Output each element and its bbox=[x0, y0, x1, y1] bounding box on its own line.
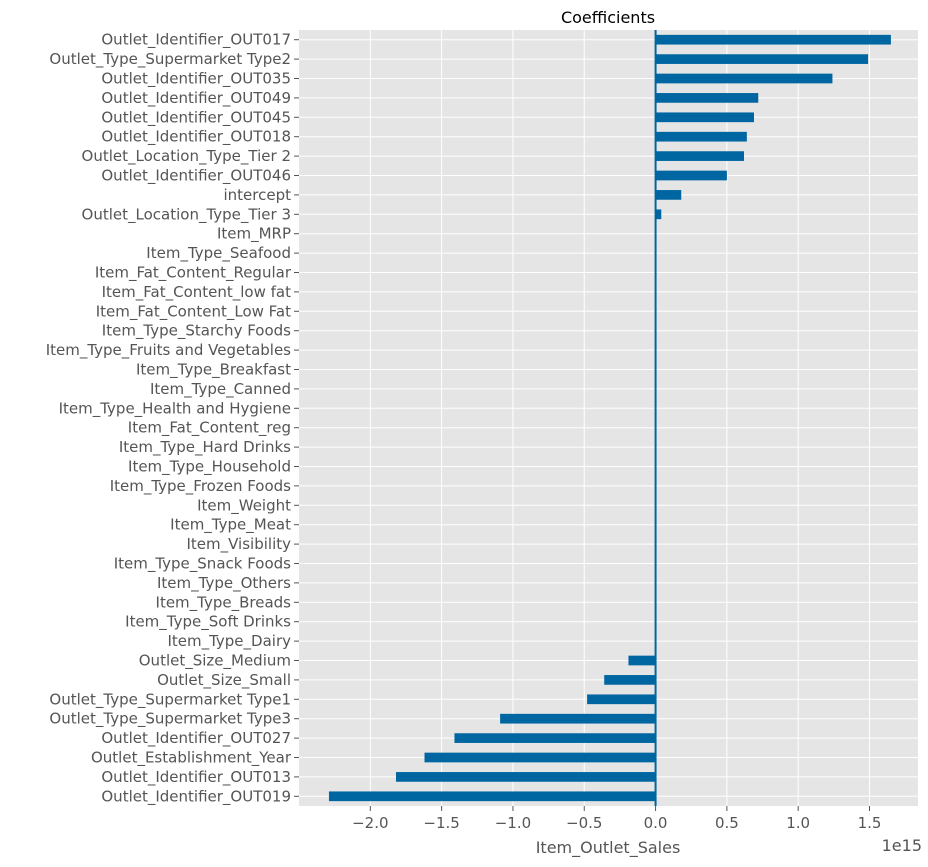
bar bbox=[655, 190, 682, 200]
x-tick-label: 0.5 bbox=[715, 814, 739, 832]
y-tick-label: Item_Type_Soft Drinks bbox=[125, 613, 291, 632]
y-tick-label: Item_MRP bbox=[217, 225, 291, 244]
y-tick-label: Item_Type_Seafood bbox=[146, 244, 291, 263]
y-tick-label: Outlet_Identifier_OUT013 bbox=[101, 768, 291, 787]
y-tick-label: intercept bbox=[224, 186, 292, 204]
y-tick-label: Item_Type_Dairy bbox=[167, 632, 291, 651]
y-tick-label: Outlet_Identifier_OUT049 bbox=[101, 89, 291, 108]
y-tick-label: Outlet_Identifier_OUT027 bbox=[101, 729, 291, 748]
bar bbox=[655, 151, 744, 161]
y-tick-label: Outlet_Identifier_OUT045 bbox=[101, 108, 291, 127]
y-tick-label: Outlet_Location_Type_Tier 2 bbox=[82, 147, 291, 166]
y-tick-label: Outlet_Type_Supermarket Type2 bbox=[49, 50, 291, 69]
bar bbox=[604, 675, 656, 685]
y-tick-label: Item_Fat_Content_low fat bbox=[102, 283, 291, 302]
y-tick-label: Item_Weight bbox=[197, 496, 291, 515]
x-tick-label: −1.0 bbox=[495, 814, 531, 832]
x-tick-label: −2.0 bbox=[352, 814, 388, 832]
bar bbox=[655, 112, 754, 123]
y-tick-label: Item_Visibility bbox=[186, 535, 291, 554]
y-tick-label: Item_Fat_Content_Low Fat bbox=[96, 302, 291, 321]
x-tick-label: 1.5 bbox=[858, 814, 882, 832]
y-tick-label: Item_Type_Others bbox=[157, 574, 291, 593]
y-tick-label: Outlet_Identifier_OUT035 bbox=[101, 70, 291, 89]
y-tick-label: Item_Fat_Content_Regular bbox=[95, 264, 292, 283]
y-tick-label: Item_Type_Fruits and Vegetables bbox=[46, 341, 291, 360]
bar bbox=[655, 73, 833, 84]
bar bbox=[628, 655, 656, 666]
x-tick-labels: −2.0 −1.5 −1.0 −0.5 0.0 0.5 1.0 1.5 bbox=[352, 806, 881, 832]
y-tick-label: Outlet_Identifier_OUT018 bbox=[101, 128, 291, 147]
bar bbox=[424, 752, 656, 763]
y-tick-label: Outlet_Location_Type_Tier 3 bbox=[82, 205, 291, 224]
y-tick-label: Item_Type_Frozen Foods bbox=[110, 477, 291, 496]
y-tick-label: Outlet_Identifier_OUT017 bbox=[101, 31, 291, 50]
bar bbox=[655, 34, 891, 45]
x-tick-label: 1.0 bbox=[786, 814, 810, 832]
x-offset-label: 1e15 bbox=[882, 836, 922, 855]
y-tick-label: Item_Type_Household bbox=[128, 458, 291, 477]
y-tick-label: Item_Fat_Content_reg bbox=[128, 419, 291, 438]
y-tick-label: Outlet_Type_Supermarket Type1 bbox=[49, 690, 291, 709]
y-tick-label: Item_Type_Starchy Foods bbox=[102, 322, 291, 341]
y-tick-label: Item_Type_Hard Drinks bbox=[119, 438, 291, 457]
y-tick-label: Item_Type_Meat bbox=[170, 516, 291, 535]
bar bbox=[500, 713, 656, 724]
x-tick-label: 0.0 bbox=[644, 814, 668, 832]
bar bbox=[395, 772, 656, 782]
bar bbox=[655, 209, 662, 220]
y-tick-label: Outlet_Type_Supermarket Type3 bbox=[49, 710, 291, 729]
chart-title: Coefficients bbox=[561, 8, 655, 27]
bar bbox=[328, 791, 656, 802]
bar bbox=[655, 170, 727, 181]
y-tick-label: Outlet_Identifier_OUT046 bbox=[101, 167, 291, 186]
x-tick-label: −0.5 bbox=[566, 814, 602, 832]
y-tick-label: Item_Type_Health and Hygiene bbox=[59, 399, 291, 418]
bar bbox=[655, 131, 747, 142]
bar bbox=[454, 733, 656, 743]
y-tick-label: Outlet_Establishment_Year bbox=[91, 749, 292, 768]
y-tick-label: Item_Type_Breakfast bbox=[136, 361, 291, 380]
y-tick-label: Item_Type_Snack Foods bbox=[114, 555, 291, 574]
y-tick-label: Outlet_Size_Small bbox=[157, 671, 291, 690]
bars bbox=[328, 34, 891, 802]
x-axis-label: Item_Outlet_Sales bbox=[536, 838, 681, 858]
plot-background bbox=[299, 30, 918, 806]
x-tick-label: −1.5 bbox=[423, 814, 459, 832]
bar bbox=[587, 694, 656, 705]
y-tick-label: Outlet_Identifier_OUT019 bbox=[101, 787, 291, 806]
y-tick-labels: Outlet_Identifier_OUT017Outlet_Type_Supe… bbox=[46, 31, 299, 806]
y-tick-label: Outlet_Size_Medium bbox=[139, 652, 291, 671]
y-tick-label: Item_Type_Canned bbox=[150, 380, 291, 399]
bar bbox=[655, 93, 759, 103]
y-tick-label: Item_Type_Breads bbox=[156, 593, 292, 612]
bar bbox=[655, 54, 869, 64]
